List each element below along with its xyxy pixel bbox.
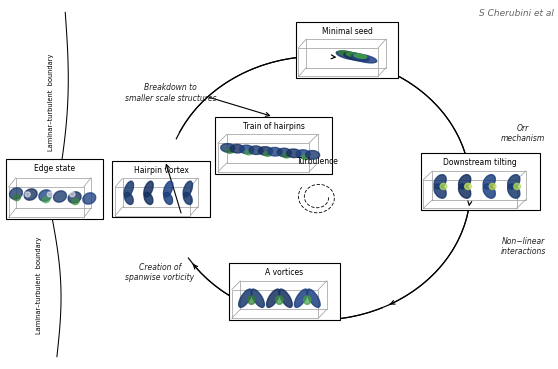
Ellipse shape [183, 181, 193, 197]
Ellipse shape [307, 289, 320, 307]
Ellipse shape [483, 175, 496, 189]
Ellipse shape [24, 189, 37, 200]
Ellipse shape [83, 193, 96, 204]
Text: A vortices: A vortices [266, 268, 304, 277]
Ellipse shape [483, 184, 496, 198]
Text: Minimal seed: Minimal seed [321, 27, 372, 36]
FancyBboxPatch shape [215, 117, 332, 173]
Ellipse shape [226, 149, 234, 153]
Ellipse shape [339, 51, 352, 55]
Ellipse shape [13, 194, 21, 201]
Text: Creation of
spanwise vorticity: Creation of spanwise vorticity [125, 263, 194, 282]
Ellipse shape [296, 150, 310, 158]
Ellipse shape [268, 148, 282, 156]
Text: Laminar–turbulent  boundary: Laminar–turbulent boundary [36, 237, 42, 334]
Ellipse shape [301, 155, 309, 159]
Ellipse shape [39, 190, 52, 201]
Text: Downstream tilting: Downstream tilting [444, 159, 517, 168]
Ellipse shape [144, 181, 153, 197]
Ellipse shape [440, 183, 447, 190]
Ellipse shape [72, 199, 79, 205]
Ellipse shape [221, 144, 235, 152]
Ellipse shape [124, 192, 133, 204]
FancyBboxPatch shape [229, 263, 340, 320]
Ellipse shape [68, 192, 81, 203]
Text: Breakdown to
smaller scale structures: Breakdown to smaller scale structures [125, 83, 217, 103]
Ellipse shape [306, 151, 320, 159]
Ellipse shape [267, 289, 280, 307]
Ellipse shape [184, 192, 192, 204]
Text: Hairpin vortex: Hairpin vortex [133, 166, 189, 175]
Ellipse shape [459, 184, 471, 198]
Ellipse shape [9, 188, 22, 199]
Text: Turbulence: Turbulence [297, 157, 339, 166]
Ellipse shape [264, 152, 271, 156]
Ellipse shape [283, 153, 290, 158]
Ellipse shape [465, 183, 472, 190]
Text: Train of hairpins: Train of hairpins [243, 122, 304, 131]
Ellipse shape [434, 175, 446, 189]
Ellipse shape [354, 54, 367, 58]
Ellipse shape [239, 145, 254, 154]
Ellipse shape [344, 52, 369, 61]
Ellipse shape [258, 147, 272, 155]
Ellipse shape [245, 150, 253, 155]
Ellipse shape [352, 54, 377, 63]
Ellipse shape [508, 184, 520, 198]
FancyBboxPatch shape [6, 159, 103, 219]
Ellipse shape [164, 192, 172, 204]
FancyBboxPatch shape [421, 154, 540, 210]
Ellipse shape [248, 296, 255, 304]
Ellipse shape [70, 192, 75, 197]
FancyBboxPatch shape [112, 161, 210, 217]
Ellipse shape [249, 146, 263, 155]
Ellipse shape [42, 197, 50, 203]
Ellipse shape [514, 183, 521, 190]
Ellipse shape [304, 296, 311, 304]
Ellipse shape [277, 148, 291, 157]
Text: Laminar–turbulent  boundary: Laminar–turbulent boundary [49, 54, 54, 151]
Text: S Cherubini et al: S Cherubini et al [479, 9, 554, 18]
Ellipse shape [124, 181, 133, 197]
Ellipse shape [251, 289, 264, 307]
Text: Edge state: Edge state [34, 164, 75, 173]
Ellipse shape [163, 181, 173, 197]
Ellipse shape [336, 51, 362, 60]
Text: Orr
mechanism: Orr mechanism [501, 124, 545, 143]
Ellipse shape [347, 52, 359, 57]
Ellipse shape [54, 191, 66, 202]
Ellipse shape [295, 289, 307, 307]
Ellipse shape [230, 144, 244, 153]
Ellipse shape [508, 175, 520, 189]
Ellipse shape [459, 175, 471, 189]
Ellipse shape [239, 289, 252, 307]
Ellipse shape [276, 296, 283, 304]
Ellipse shape [279, 289, 292, 307]
Ellipse shape [25, 192, 30, 197]
Text: Non−linear
interactions: Non−linear interactions [501, 237, 546, 256]
Ellipse shape [434, 184, 446, 198]
FancyBboxPatch shape [296, 21, 398, 78]
Ellipse shape [489, 183, 496, 190]
Ellipse shape [144, 192, 153, 204]
Ellipse shape [47, 192, 52, 197]
Ellipse shape [287, 149, 301, 158]
